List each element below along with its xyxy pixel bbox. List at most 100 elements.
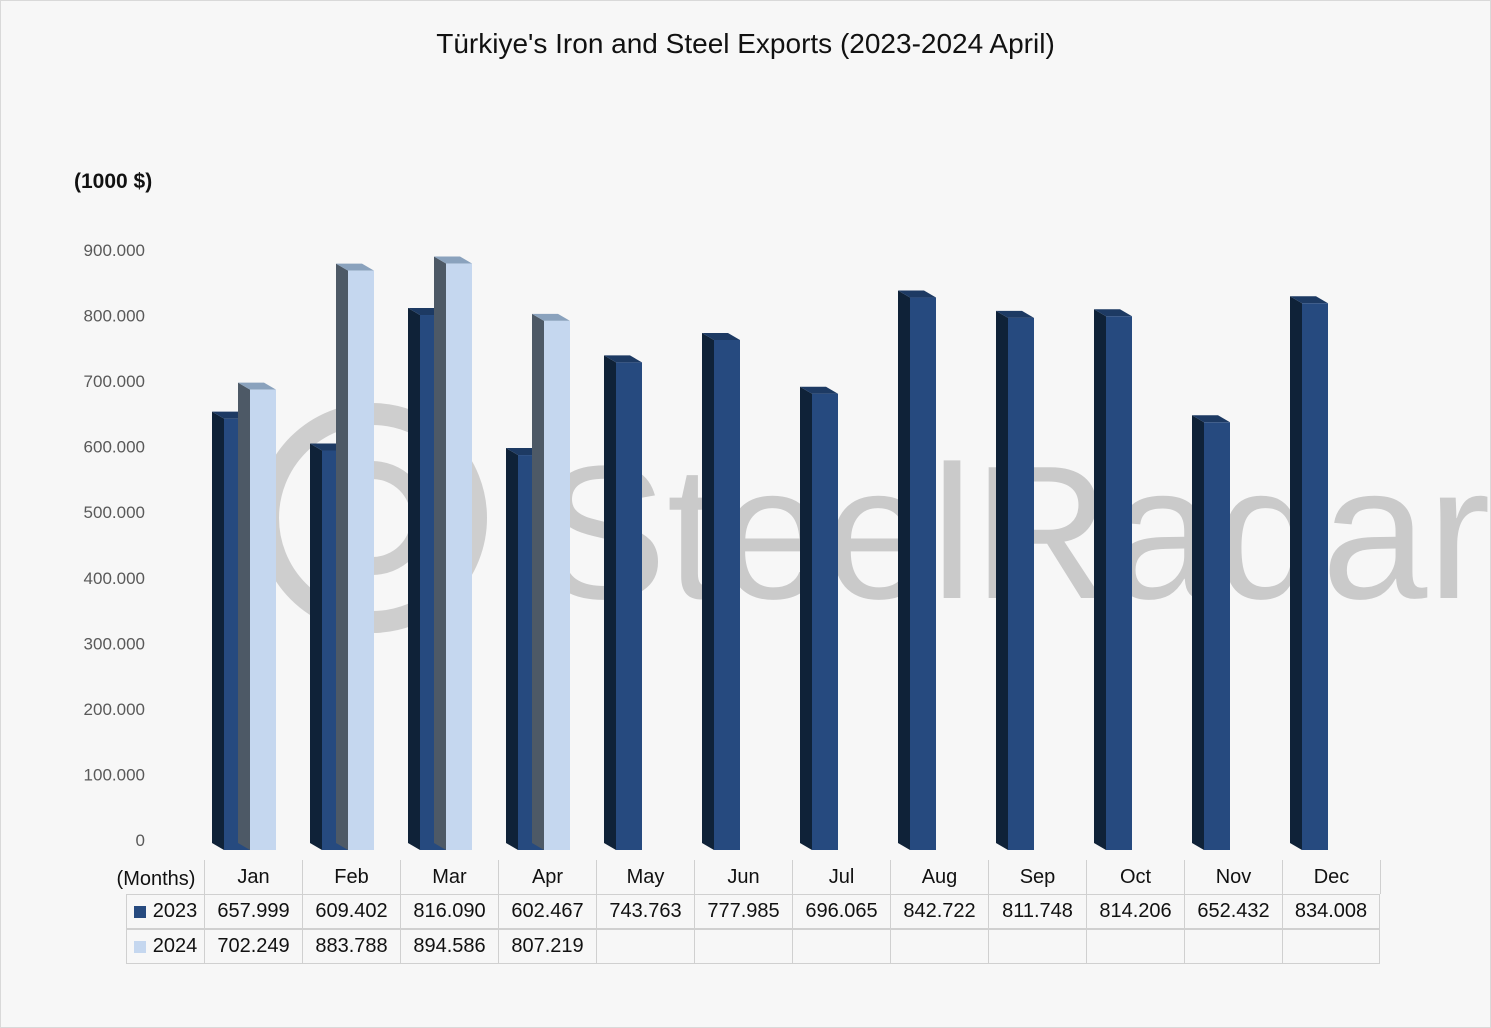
bar-side [898, 290, 910, 850]
x-tick-label: Jan [204, 860, 302, 894]
data-label [890, 929, 988, 964]
x-tick-label-text: Jul [828, 865, 855, 888]
y-tick-label: 400.000 [84, 569, 145, 588]
bar-2023-dec [1290, 296, 1328, 850]
y-tick-label: 600.000 [84, 438, 145, 457]
bar-2023-oct [1094, 309, 1132, 850]
data-label-text: 696.065 [805, 900, 878, 922]
bar-front [1302, 303, 1328, 850]
y-tick-label: 100.000 [84, 765, 145, 784]
legend-swatch [133, 940, 146, 953]
x-tick-label: Jun [694, 860, 792, 894]
x-tick-label: Apr [498, 860, 596, 894]
data-label [792, 929, 890, 964]
bar-top [1094, 309, 1132, 317]
y-tick-label: 500.000 [84, 503, 145, 522]
data-label: 816.090 [400, 894, 498, 929]
data-label: 814.206 [1086, 894, 1184, 929]
bar-front [348, 270, 374, 850]
bar-front [910, 297, 936, 850]
bar-side [434, 256, 446, 850]
bar-top [604, 355, 642, 363]
data-label: 743.763 [596, 894, 694, 929]
bars [212, 256, 1328, 850]
y-tick-label: 0 [136, 831, 145, 850]
y-tick-label: 900.000 [84, 241, 145, 260]
data-label: 807.219 [498, 929, 596, 964]
chart-title: Türkiye's Iron and Steel Exports (2023-2… [436, 28, 1055, 59]
legend-label: 2024 [152, 935, 198, 957]
x-tick-label: Dec [1282, 860, 1380, 894]
data-label-text: 834.008 [1294, 900, 1368, 922]
y-tick-label: 700.000 [84, 372, 145, 391]
bar-side [702, 332, 714, 850]
bar-top [898, 290, 936, 298]
x-tick-label: Feb [302, 860, 400, 894]
data-label-text: 777.985 [707, 900, 780, 922]
bar-top [238, 382, 276, 390]
y-tick-label: 200.000 [84, 700, 145, 719]
bar-2024-mar [434, 256, 472, 850]
bar-2023-jun [702, 332, 740, 850]
x-axis-label: (Months) [108, 862, 204, 896]
data-label: 696.065 [792, 894, 890, 929]
bar-front [714, 339, 740, 850]
bar-top [434, 256, 472, 264]
x-tick-label-text: Mar [432, 865, 467, 888]
data-label [1086, 929, 1184, 964]
x-tick-label-text: Aug [921, 865, 958, 888]
data-label: 652.432 [1184, 894, 1282, 929]
table-divider [1380, 860, 1381, 894]
x-tick-label: Mar [400, 860, 498, 894]
bar-front [1204, 422, 1230, 850]
y-tick-label: 300.000 [84, 634, 145, 653]
data-label-text: 743.763 [609, 900, 682, 922]
bar-2024-feb [336, 263, 374, 850]
x-tick-label-text: Dec [1313, 865, 1350, 888]
data-label-text: 883.788 [315, 935, 388, 957]
bar-side [336, 263, 348, 850]
data-label-text: 811.748 [1002, 900, 1073, 922]
bar-2024-jan [238, 382, 276, 850]
bar-front [250, 389, 276, 850]
x-tick-label: Aug [890, 860, 988, 894]
x-tick-label-text: Feb [334, 865, 369, 888]
bar-front [812, 393, 838, 850]
bar-side [310, 443, 322, 850]
data-label-text: 842.722 [903, 900, 976, 922]
x-tick-label: Nov [1184, 860, 1282, 894]
data-label: 777.985 [694, 894, 792, 929]
bar-front [616, 362, 642, 850]
data-label-text: 652.432 [1197, 900, 1270, 922]
x-tick-label-text: May [626, 865, 665, 888]
data-label: 602.467 [498, 894, 596, 929]
legend-item-2024: 2024 [126, 929, 204, 964]
data-label: 834.008 [1282, 894, 1380, 929]
bar-2023-sep [996, 310, 1034, 850]
legend-swatch [133, 905, 146, 918]
data-label-text: 657.999 [217, 900, 290, 922]
bar-top [800, 386, 838, 394]
data-label: 842.722 [890, 894, 988, 929]
x-tick-label: May [596, 860, 694, 894]
bar-side [1290, 296, 1302, 850]
bar-front [446, 263, 472, 850]
bar-side [1192, 415, 1204, 850]
bar-top [702, 332, 740, 340]
x-tick-label-text: Jun [727, 865, 760, 888]
data-label [1184, 929, 1282, 964]
data-label-text: 602.467 [511, 900, 584, 922]
bar-2024-apr [532, 313, 570, 850]
data-label-text: 814.206 [1099, 900, 1172, 922]
y-axis-ticks: 0 100.000 200.000 300.000 400.000 500.000 600.… [84, 241, 145, 850]
data-label [694, 929, 792, 964]
bar-front [544, 320, 570, 850]
x-tick-label-text: Sep [1019, 865, 1056, 888]
bar-side [996, 310, 1008, 850]
bar-side [238, 382, 250, 850]
bar-top [1290, 296, 1328, 304]
x-tick-label-text: Apr [531, 865, 564, 888]
data-label-text: 894.586 [413, 935, 486, 957]
bar-2023-jul [800, 386, 838, 850]
